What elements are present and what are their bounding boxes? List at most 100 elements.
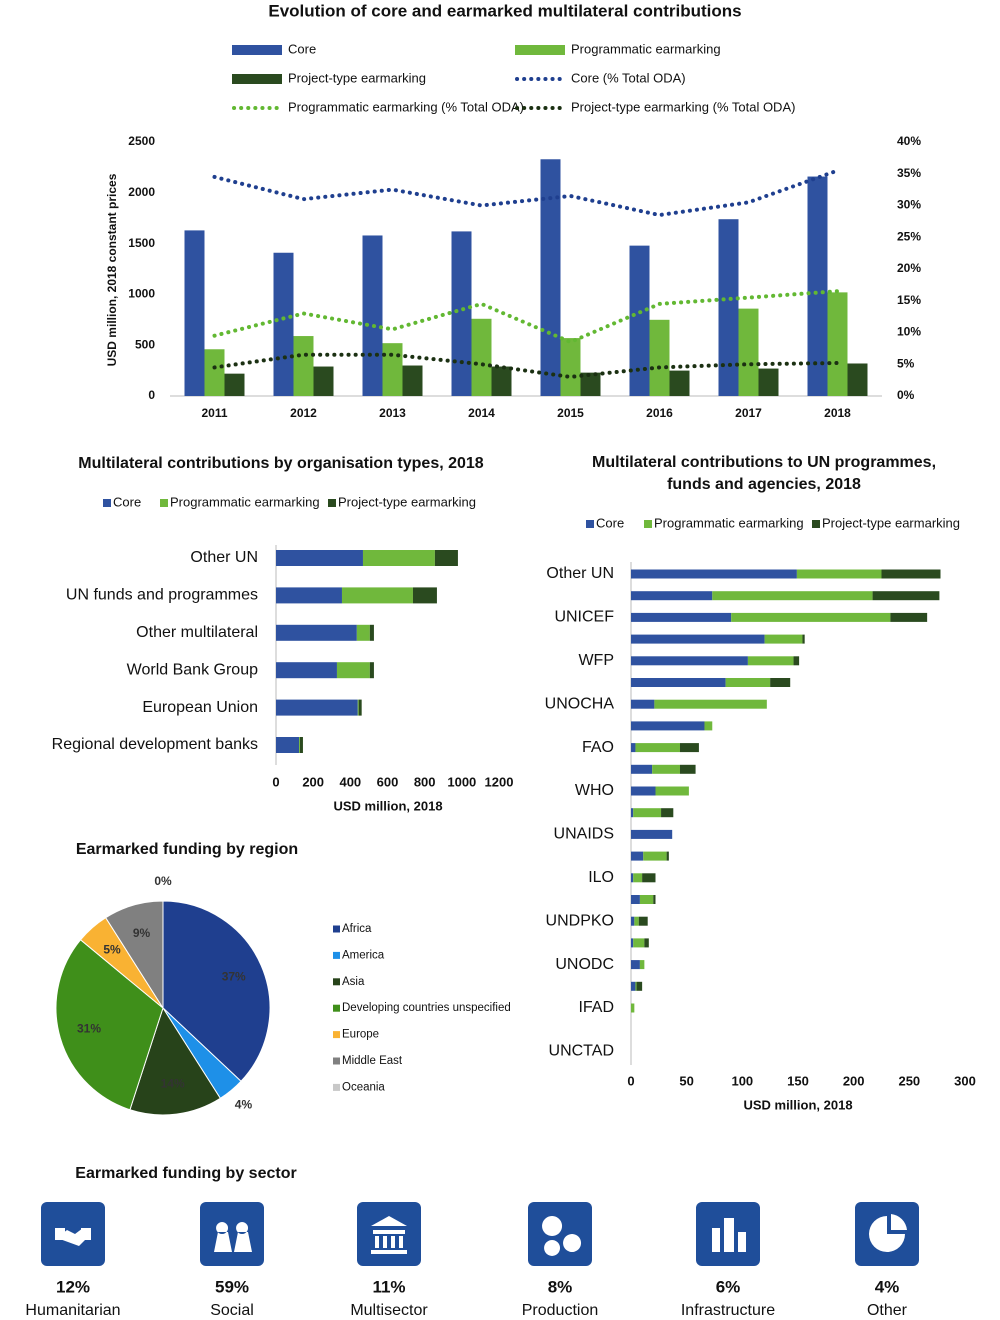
bar-segment [725,678,771,687]
sector-label: Humanitarian [25,1302,120,1319]
legend-swatch [333,1031,340,1039]
legend-swatch [515,45,565,55]
bar [629,245,650,396]
bar-segment [631,829,673,839]
bar-segment [666,851,669,861]
x-tick-label: 400 [339,774,361,789]
legend-swatch [232,74,282,84]
bar [807,176,828,396]
legend-swatch [333,1004,340,1012]
sector-icon [528,1202,592,1266]
bar-segment [631,721,705,731]
x-tick-label: 200 [302,774,324,789]
y-tick-label: UNCTAD [549,1043,614,1060]
bar [580,372,601,396]
x-tick-label: 200 [843,1073,865,1088]
legend-swatch [160,499,168,507]
bar-segment [652,764,680,774]
sector-icon-glyph [214,1222,252,1252]
legend-swatch [232,45,282,55]
x-tick-label: 2014 [468,406,495,420]
bar [738,308,759,396]
bar-segment [793,656,800,666]
bar-segment [631,895,640,904]
x-tick-label: 1000 [447,774,476,789]
legend-label: Project-type earmarking (% Total ODA) [571,99,795,114]
bar-segment [434,550,458,566]
y-tick-label: UNAIDS [554,826,614,843]
slice-label: 14% [161,1077,185,1091]
y-tick-label: WHO [575,782,614,799]
sector-icon-glyph [869,1214,907,1252]
x-tick-label: 2013 [379,406,406,420]
bar [649,319,670,396]
legend-label: Asia [342,976,365,988]
legend-label: Oceania [342,1081,385,1093]
y-tick-label: World Bank Group [127,661,258,678]
bar-segment [358,699,362,716]
sector-label: Production [522,1302,599,1319]
bar-segment [636,981,643,991]
y-tick-label: FAO [582,739,614,756]
x-tick-label: 250 [898,1073,920,1088]
sector-label: Social [210,1302,254,1319]
x-tick-label: 0 [272,774,279,789]
bar-segment [357,699,359,716]
y-tick-label: UNICEF [554,609,614,626]
slice-label: 4% [235,1097,253,1111]
y-tick-label: 1000 [128,287,155,301]
x-tick-label: 2017 [735,406,762,420]
legend-swatch [644,520,652,528]
pie-slice [55,939,164,1111]
sector-icon-glyph [712,1218,746,1252]
y-tick-label: IFAD [578,999,614,1016]
chart-title: Earmarked funding by sector [75,1165,296,1182]
bar-segment [881,569,941,579]
slice-label: 9% [133,926,151,940]
x-tick-label: 100 [731,1073,753,1088]
sector-share: 4% [875,1277,900,1296]
sector-share: 11% [372,1277,405,1296]
bar-segment [631,786,656,796]
y2-tick-label: 30% [897,198,921,212]
slice-label: 0% [154,874,172,888]
bar [718,219,739,396]
sector-icon-glyph [55,1228,91,1246]
bar-segment [276,550,363,566]
y-tick-label: 0 [148,388,155,402]
bar-segment [631,699,655,709]
bar-segment [299,737,300,753]
x-tick-label: 50 [679,1073,693,1088]
bar-segment [731,612,891,622]
bar-segment [276,737,300,753]
legend-label: Project-type earmarking [822,515,960,530]
bar-segment [644,938,649,948]
legend-label: Project-type earmarking [288,70,426,85]
bar-segment [631,678,726,687]
bar [362,235,383,396]
bar-segment [631,916,635,926]
y-tick-label: Other UN [546,565,614,582]
line-series [212,289,840,345]
bar [204,349,225,396]
legend-swatch [812,520,820,528]
legend-label: Programmatic earmarking [571,41,721,56]
bar [847,363,868,396]
bar [827,292,848,396]
x-axis-label: USD million, 2018 [333,798,442,813]
bar-segment [631,960,640,970]
bar [451,231,472,396]
sector-label: Multisector [350,1302,428,1319]
legend-swatch [333,1057,340,1065]
y-tick-label: Other UN [190,549,258,566]
bar [471,318,492,396]
y2-tick-label: 0% [897,388,915,402]
bar-segment [704,721,713,731]
x-tick-label: 2016 [646,406,673,420]
bar-segment [633,808,662,818]
bar [491,366,512,396]
legend-label: Programmatic earmarking [654,515,804,530]
legend-swatch [333,951,340,959]
sector-label: Infrastructure [681,1302,775,1319]
x-tick-label: 2011 [201,406,227,420]
